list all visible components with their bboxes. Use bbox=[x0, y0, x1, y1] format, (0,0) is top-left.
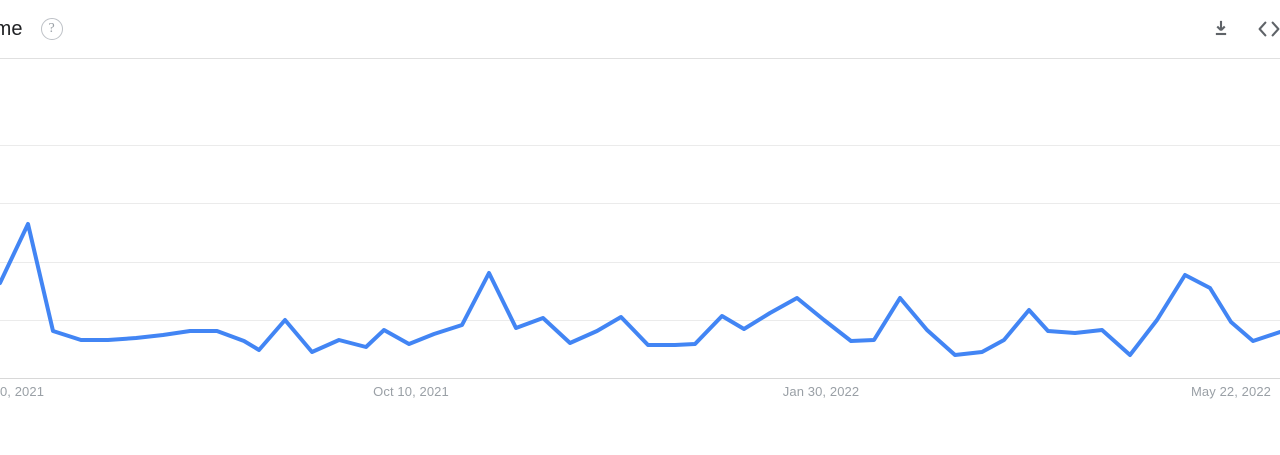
x-axis: 0, 2021 Oct 10, 2021 Jan 30, 2022 May 22, 2… bbox=[0, 378, 1280, 412]
chart-line-series bbox=[0, 58, 1280, 378]
download-button[interactable] bbox=[1208, 16, 1234, 42]
chart-plot-area[interactable] bbox=[0, 58, 1280, 379]
x-axis-tick-label: Oct 10, 2021 bbox=[373, 384, 449, 399]
title-group: st over time ? bbox=[0, 17, 63, 41]
x-axis-tick-label: May 22, 2022 bbox=[1191, 384, 1271, 399]
x-axis-tick-label: Jan 30, 2022 bbox=[782, 384, 860, 399]
x-axis-tick-label: 0, 2021 bbox=[0, 384, 45, 399]
header-actions bbox=[1208, 16, 1280, 42]
page-title: st over time bbox=[0, 18, 23, 40]
widget-header: st over time ? bbox=[0, 0, 1280, 58]
embed-code-icon[interactable] bbox=[1256, 16, 1280, 42]
help-circle-icon[interactable]: ? bbox=[40, 18, 63, 40]
